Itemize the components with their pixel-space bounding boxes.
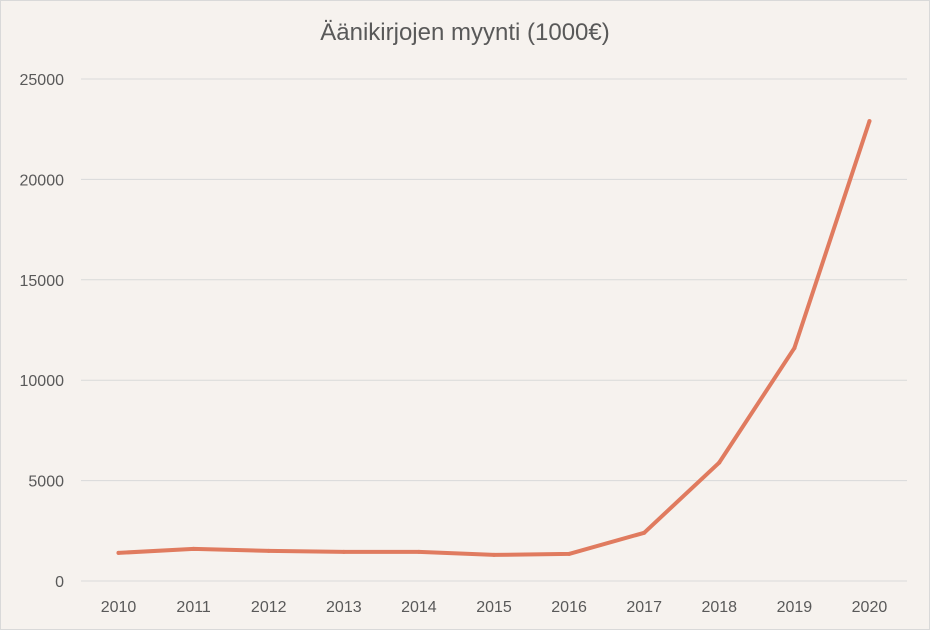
y-tick-label: 0 <box>55 574 64 591</box>
data-point <box>792 346 797 351</box>
x-tick-label: 2019 <box>777 599 813 616</box>
x-tick-label: 2011 <box>176 599 211 616</box>
x-tick-label: 2018 <box>701 599 737 616</box>
data-point <box>642 530 647 535</box>
x-tick-label: 2016 <box>551 599 587 616</box>
data-point <box>266 548 271 553</box>
data-point <box>717 460 722 465</box>
data-point <box>867 119 872 124</box>
data-point <box>492 552 496 557</box>
x-tick-label: 2017 <box>626 599 662 616</box>
chart-title: Äänikirjojen myynti (1000€) <box>320 19 610 46</box>
y-tick-label: 10000 <box>20 373 65 390</box>
y-tick-label: 5000 <box>28 474 64 491</box>
x-tick-label: 2020 <box>852 599 888 616</box>
data-point <box>341 549 346 554</box>
data-point <box>191 546 196 551</box>
x-tick-label: 2010 <box>101 599 137 616</box>
x-tick-label: 2015 <box>476 599 512 616</box>
data-point <box>116 550 121 555</box>
x-tick-label: 2012 <box>251 599 287 616</box>
data-point <box>416 549 421 554</box>
y-tick-label: 15000 <box>20 273 65 290</box>
y-tick-label: 25000 <box>20 72 65 89</box>
y-tick-label: 20000 <box>20 172 65 189</box>
x-tick-label: 2013 <box>326 599 362 616</box>
series-line <box>116 119 872 557</box>
x-tick-label: 2014 <box>401 599 437 616</box>
data-point <box>567 551 572 556</box>
